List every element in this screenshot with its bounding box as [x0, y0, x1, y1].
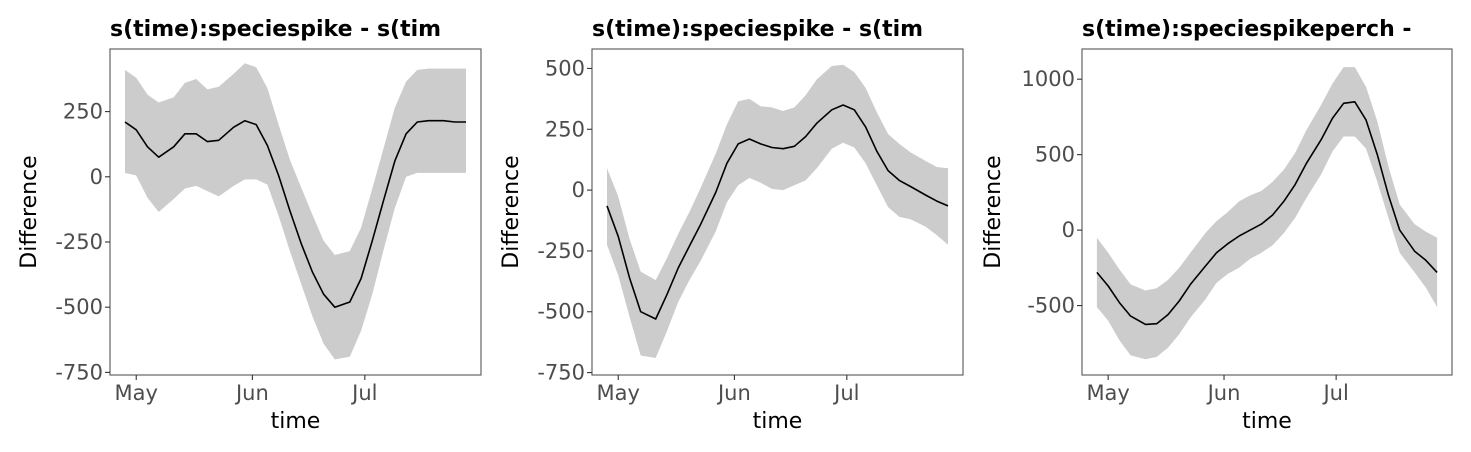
- x-tick-label: Jun: [234, 381, 269, 405]
- y-tick-label: 500: [545, 56, 585, 80]
- panel-1: 250 0 -250 -500 -750 May Jun Jul s(time):species…: [17, 17, 482, 434]
- y-tick-label: 250: [63, 100, 103, 124]
- x-tick-label: Jul: [350, 381, 377, 405]
- y-tick-label: -250: [55, 230, 103, 254]
- y-tick-label: -750: [537, 361, 585, 385]
- x-tick-label: May: [115, 381, 158, 405]
- panel-title: s(time):speciespike - s(tim: [110, 17, 441, 42]
- difference-line: [606, 104, 949, 320]
- difference-line: [124, 119, 466, 308]
- y-tick-label: 500: [1035, 143, 1075, 167]
- y-tick-label: -750: [55, 360, 103, 384]
- y-tick-label: -500: [55, 295, 103, 319]
- difference-line: [1096, 101, 1438, 326]
- x-tick-label: May: [597, 381, 640, 405]
- y-tick-label: -500: [1027, 294, 1075, 318]
- panel-title: s(time):speciespikeperch -: [1082, 17, 1412, 42]
- y-tick-label: 0: [90, 165, 103, 189]
- y-axis-label: Difference: [17, 155, 42, 268]
- panel-2: 500 250 0 -250 -500 -750 May Jun Jul s(time):spec…: [499, 17, 964, 434]
- x-tick-label: Jul: [832, 381, 859, 405]
- y-axis-label: Difference: [499, 155, 524, 268]
- y-tick-label: 250: [545, 117, 585, 141]
- x-axis-label: time: [1242, 409, 1292, 434]
- y-tick-label: 0: [572, 178, 585, 202]
- confidence-band: [607, 64, 948, 359]
- confidence-band: [125, 63, 466, 360]
- y-tick-label: 0: [1062, 218, 1075, 242]
- panel-3: 1000 500 0 -500 May Jun Jul s(time):speciespike…: [981, 17, 1453, 434]
- y-tick-label: -250: [537, 239, 585, 263]
- x-axis-label: time: [753, 409, 803, 434]
- y-tick-label: -500: [537, 300, 585, 324]
- confidence-band: [1096, 67, 1438, 360]
- x-tick-label: Jun: [716, 381, 751, 405]
- x-tick-label: Jun: [1206, 381, 1241, 405]
- x-axis-label: time: [271, 409, 321, 434]
- x-tick-label: May: [1086, 381, 1129, 405]
- panel-title: s(time):speciespike - s(tim: [592, 17, 923, 42]
- x-tick-label: Jul: [1321, 381, 1348, 405]
- y-axis-label: Difference: [981, 155, 1006, 268]
- y-tick-label: 1000: [1022, 67, 1075, 91]
